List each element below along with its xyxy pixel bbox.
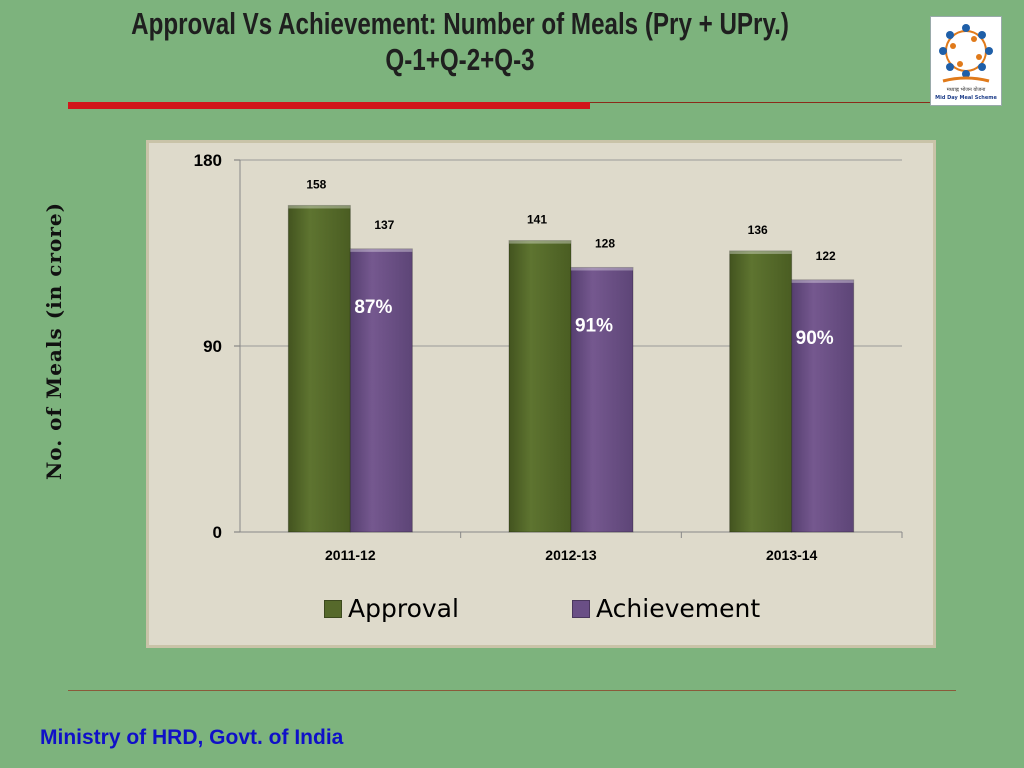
x-tick-label: 2013-14 [766,547,818,563]
logo-graphic: मध्याह्न भोजन योजना Mid Day Meal Scheme [935,24,997,101]
x-tick-label: 2011-12 [325,547,376,563]
bar-highlight [350,248,413,252]
title-underline-red [68,102,590,109]
legend-swatch-achievement [572,599,590,618]
mid-day-meal-logo: मध्याह्न भोजन योजना Mid Day Meal Scheme [930,16,1002,106]
data-label-achievement: 122 [816,249,836,263]
title-line-1: Approval Vs Achievement: Number of Meals… [131,6,789,41]
bar-approval-2013-14 [729,250,793,533]
bar-achievement-2013-14 [791,279,855,533]
bar-achievement-2011-12 [349,248,413,533]
title-underline-thin [590,102,930,103]
x-tick-label: 2012-13 [545,547,597,563]
percent-label: 87% [354,297,392,318]
logo-text-english: Mid Day Meal Scheme [935,95,997,101]
percent-label: 90% [796,328,834,349]
bar-approval-2011-12 [287,204,351,533]
bar-achievement-2012-13 [570,266,634,533]
bar-chart: 0 90 180 158 137 87% 2011-12 141 128 91% 2012-13 13… [194,151,903,563]
y-tick-label: 90 [203,337,222,356]
bar-highlight [571,267,633,271]
title-line-2: Q-1+Q-2+Q-3 [385,42,535,77]
logo-text-hindi: मध्याह्न भोजन योजना [947,86,986,93]
bar-highlight [729,250,792,254]
data-label-achievement: 128 [595,236,615,250]
y-tick-label: 180 [194,151,222,170]
bar-approval-2012-13 [508,240,572,533]
legend-item-approval: Approval [324,594,459,623]
percent-label: 91% [575,315,613,336]
footer-divider [68,690,956,691]
bar-highlight [791,279,854,283]
data-label-achievement: 137 [374,218,394,232]
legend-swatch-approval [324,599,342,618]
data-label-approval: 136 [748,223,768,237]
footer-text: Ministry of HRD, Govt. of India [40,726,344,749]
y-axis-label: No. of Meals (in crore) [42,201,66,481]
legend-label-achievement: Achievement [596,594,761,623]
chart-legend: Approval Achievement [0,594,1024,630]
data-label-approval: 158 [306,177,326,191]
data-label-approval: 141 [527,213,547,227]
slide-title: Approval Vs Achievement: Number of Meals… [101,6,819,78]
y-tick-label: 0 [213,523,222,542]
bar-highlight [288,205,351,209]
bar-highlight [509,240,571,244]
legend-label-approval: Approval [348,594,459,623]
legend-item-achievement: Achievement [572,594,760,623]
